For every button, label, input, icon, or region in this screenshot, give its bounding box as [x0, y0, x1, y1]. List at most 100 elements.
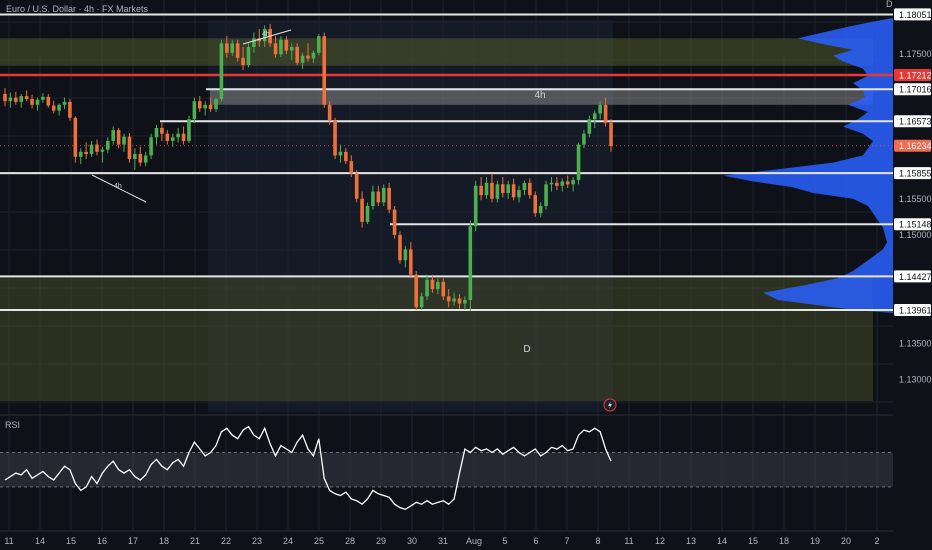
- price-level-label: 1.16234: [899, 141, 932, 151]
- candle-body: [490, 182, 494, 199]
- time-tick-label: 11: [624, 536, 633, 546]
- candle-body: [376, 191, 381, 203]
- horizontal-levels[interactable]: [0, 13, 893, 312]
- time-tick-label: Aug: [466, 536, 482, 546]
- candle-body: [436, 281, 440, 290]
- flash-icon[interactable]: [603, 398, 617, 412]
- candle-body: [111, 130, 116, 141]
- candle-body: [517, 190, 521, 198]
- candle-body: [170, 137, 175, 141]
- time-tick-label: 21: [190, 536, 200, 546]
- price-level-badge: [894, 8, 931, 21]
- candle-body: [51, 105, 56, 111]
- time-tick-label: 17: [128, 536, 138, 546]
- zone-label: D: [523, 344, 530, 355]
- candle-body: [284, 39, 289, 51]
- candle-body: [576, 144, 581, 180]
- time-tick-label: 18: [779, 536, 789, 546]
- candle-body: [360, 198, 364, 222]
- candle-body: [95, 144, 99, 152]
- candle-body: [165, 133, 170, 141]
- candle-body: [354, 173, 359, 199]
- price-tick-label: 1.13000: [899, 374, 932, 384]
- price-tick-label: 1.17500: [899, 49, 932, 59]
- zone-supply: [0, 38, 873, 66]
- candle-body: [430, 279, 435, 290]
- trendline: [91, 174, 147, 203]
- time-tick-label: 7: [564, 536, 569, 546]
- trendline-label: 4h: [114, 183, 122, 190]
- candle-body: [381, 187, 386, 203]
- corner-mark: D: [886, 0, 893, 9]
- candle-body: [609, 122, 613, 147]
- price-level-label: 1.14427: [899, 272, 932, 282]
- highlight-range: [208, 20, 613, 412]
- time-tick-label: 25: [314, 536, 324, 546]
- candle-body: [106, 140, 110, 150]
- rsi-label: RSI: [5, 420, 20, 430]
- price-level-badge: [894, 83, 931, 96]
- candle-body: [181, 133, 186, 141]
- price-axis[interactable]: 60.0040.0020.001.175001.155001.150001.13…: [893, 0, 932, 531]
- time-tick-label: 31: [438, 536, 448, 546]
- candle-body: [414, 274, 419, 308]
- candle-body: [149, 137, 153, 156]
- time-tick-label: 15: [66, 536, 76, 546]
- candle-body: [419, 296, 424, 308]
- candle-body: [154, 127, 159, 138]
- candle-body: [127, 136, 132, 160]
- candle-body: [8, 97, 13, 102]
- candle-body: [587, 119, 592, 134]
- zones: 4h D: [0, 38, 873, 402]
- candle-body: [122, 136, 126, 145]
- candle-body: [544, 184, 548, 206]
- candle-body: [219, 43, 224, 100]
- rsi-pane: [0, 425, 893, 511]
- candle-body: [300, 55, 305, 63]
- candle-body: [306, 55, 310, 59]
- time-tick-label: 18: [159, 536, 169, 546]
- rsi-line: [4, 425, 612, 511]
- candle-body: [473, 185, 478, 227]
- price-level-label: 1.16573: [899, 117, 932, 127]
- candle-body: [522, 182, 527, 191]
- candle-body: [100, 149, 105, 152]
- candle-body: [230, 43, 235, 53]
- candle-body: [68, 101, 72, 118]
- trendline-label: 4h: [262, 31, 270, 38]
- candle-body: [479, 185, 483, 196]
- candle-body: [289, 46, 294, 51]
- candle-body: [349, 161, 354, 174]
- candle-body: [208, 104, 213, 110]
- candle-body: [452, 298, 456, 302]
- time-axis[interactable]: 11 14 15 16 17 18 21 22 23 24 25 28 29 30 31 Aug 5 6 7 8 11 1…: [4, 536, 879, 546]
- candle-body: [78, 151, 83, 157]
- candle-body: [116, 130, 121, 145]
- candle-body: [565, 181, 570, 185]
- candle-body: [528, 182, 532, 196]
- time-tick-label: 11: [4, 536, 13, 546]
- trendline: [242, 29, 292, 45]
- price-level-badge: [894, 139, 931, 152]
- candle-body: [327, 104, 332, 121]
- candle-body: [457, 298, 462, 304]
- candle-body: [203, 104, 207, 109]
- time-tick-label: 2: [874, 536, 879, 546]
- candle-body: [311, 52, 316, 59]
- candle-body: [160, 127, 164, 134]
- time-tick-label: 28: [345, 536, 355, 546]
- candle-body: [560, 181, 565, 186]
- candle-body: [398, 234, 402, 261]
- candle-body: [506, 184, 510, 193]
- candle-body: [262, 28, 267, 42]
- candle-body: [46, 96, 51, 106]
- candle-body: [387, 187, 391, 210]
- price-level-label: 1.15148: [899, 220, 932, 230]
- candle-body: [533, 195, 538, 214]
- candle-body: [425, 279, 429, 297]
- time-tick-label: 12: [655, 536, 665, 546]
- candle-body: [73, 117, 78, 157]
- candle-body: [225, 43, 229, 53]
- candle-body: [571, 179, 575, 185]
